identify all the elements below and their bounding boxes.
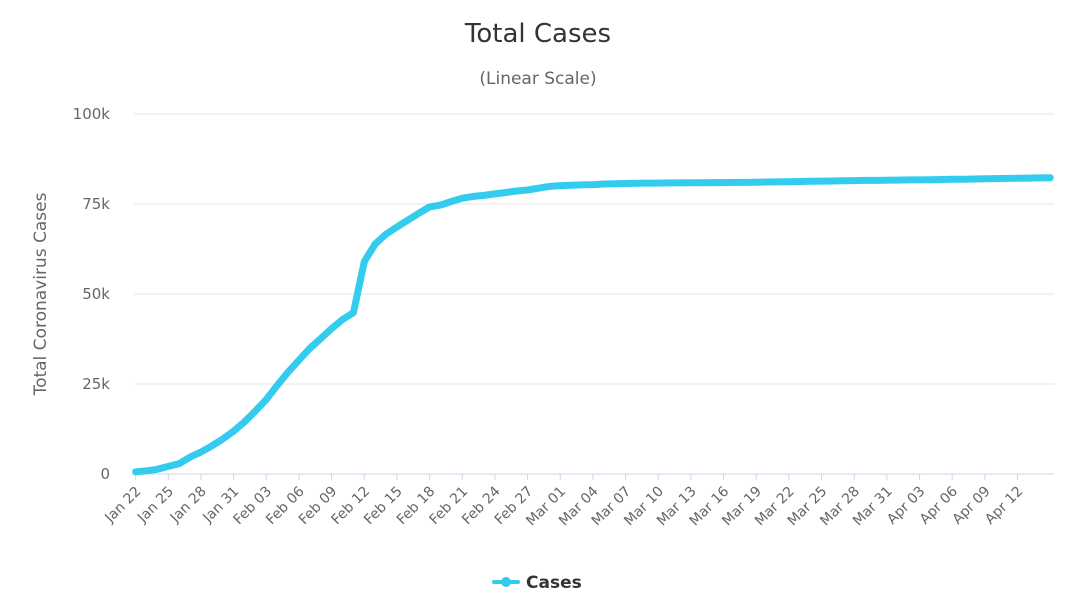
grid-lines [134,113,1054,385]
legend-label-cases[interactable]: Cases [526,573,582,593]
chart-subtitle: (Linear Scale) [479,69,596,89]
y-tick-label: 100k [73,105,111,123]
y-tick-label: 50k [82,285,110,303]
chart-title: Total Cases [464,19,611,49]
y-tick-label: 75k [82,195,110,213]
y-tick-label: 25k [82,375,110,393]
series-line-cases[interactable] [132,174,1054,476]
y-axis-label: Total Coronavirus Cases [31,192,51,396]
x-tick-label: Jan 25 [134,484,177,527]
series-group [132,174,1054,476]
legend[interactable]: Cases [492,573,582,593]
y-tick-label: 0 [100,465,110,483]
legend-marker-icon [501,577,511,587]
x-tick-label: Jan 22 [101,484,144,527]
x-tick-label: Jan 28 [167,484,210,527]
y-axis-ticks: 0 25k 50k 75k 100k [73,105,111,483]
